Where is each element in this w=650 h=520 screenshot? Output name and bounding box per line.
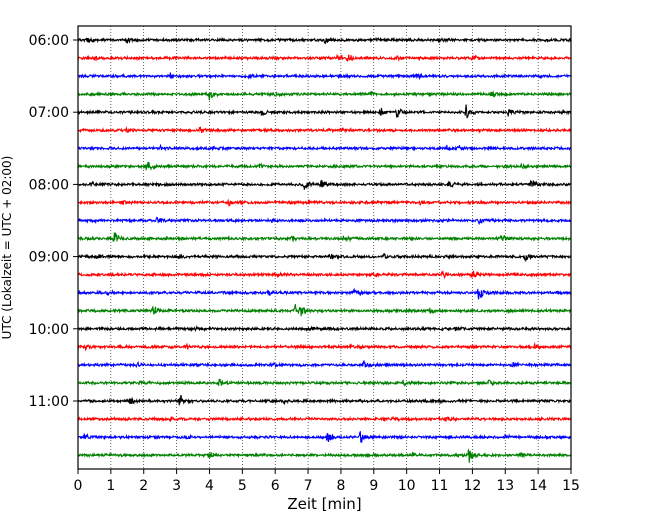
y-tick-label: 10:00 (29, 322, 69, 338)
x-axis-label: Zeit [min] (287, 495, 361, 513)
y-tick-label: 11:00 (29, 394, 69, 410)
seismogram-trace (77, 378, 572, 387)
x-tick-label: 1 (106, 478, 115, 494)
x-tick-label: 11 (431, 478, 449, 494)
x-tick-label: 9 (369, 478, 378, 494)
seismogram-trace (77, 324, 572, 333)
seismogram-trace (77, 53, 572, 63)
x-tick-label: 12 (463, 478, 481, 494)
seismogram-trace (77, 90, 572, 101)
seismogram-trace (77, 394, 572, 406)
x-tick-label: 10 (398, 478, 416, 494)
y-axis-label: UTC (Lokalzeit = UTC + 02:00) (0, 156, 14, 340)
x-tick-label: 7 (304, 478, 313, 494)
seismogram-trace (77, 179, 572, 190)
x-tick-label: 14 (529, 478, 547, 494)
seismogram-trace (77, 287, 572, 300)
plot-frame (77, 25, 572, 470)
x-tick-label: 4 (205, 478, 214, 494)
seismogram-trace (77, 430, 572, 443)
y-tick-label: 06:00 (29, 33, 69, 49)
y-tick-label: 09:00 (29, 250, 69, 266)
x-tick-label: 13 (496, 478, 514, 494)
seismogram-trace (77, 341, 572, 352)
seismogram-trace (77, 72, 572, 81)
y-axis-ticks: 06:00 07:00 08:00 09:00 10:00 11:00 (29, 33, 78, 410)
seismogram-trace (77, 232, 572, 243)
x-tick-label: 0 (74, 478, 83, 494)
seismogram-trace (77, 143, 572, 152)
seismogram-trace (77, 104, 572, 119)
x-axis-ticks: 0 1 2 3 4 5 6 7 8 9 10 11 12 13 14 15 (74, 469, 580, 494)
seismogram-trace (77, 126, 572, 134)
x-tick-label: 5 (238, 478, 247, 494)
x-tick-label: 8 (336, 478, 345, 494)
y-tick-label: 08:00 (29, 177, 69, 193)
seismogram-trace (77, 270, 572, 280)
x-tick-label: 3 (172, 478, 181, 494)
x-tick-label: 6 (271, 478, 280, 494)
seismogram-trace (77, 253, 572, 263)
seismogram-trace (77, 415, 572, 423)
seismogram-trace (77, 304, 572, 317)
x-tick-label: 15 (562, 478, 580, 494)
seismogram-trace (77, 216, 572, 226)
seismogram-trace (77, 36, 572, 45)
seismogram-trace (77, 161, 572, 171)
seismogram-trace (77, 448, 572, 463)
x-gridlines (110, 26, 539, 469)
y-tick-label: 07:00 (29, 105, 69, 121)
seismogram-traces (77, 36, 572, 463)
seismogram-trace (77, 198, 572, 207)
x-tick-label: 2 (139, 478, 148, 494)
seismogram-trace (77, 359, 572, 369)
